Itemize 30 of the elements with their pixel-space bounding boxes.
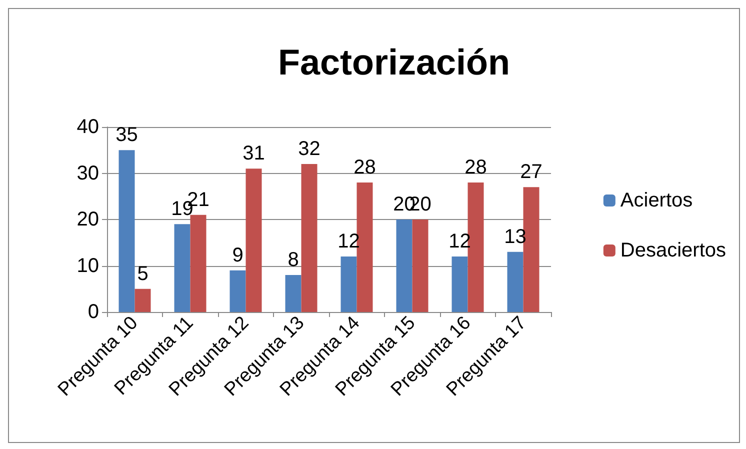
bar bbox=[118, 150, 135, 312]
y-tick-label: 0 bbox=[88, 301, 99, 323]
data-label: 5 bbox=[137, 262, 148, 285]
data-label: 28 bbox=[464, 156, 487, 178]
bar bbox=[412, 220, 428, 312]
bar bbox=[134, 288, 151, 312]
y-tick-label: 10 bbox=[76, 254, 99, 277]
data-label: 8 bbox=[288, 249, 299, 271]
y-tick-label: 30 bbox=[76, 162, 99, 184]
y-tick-label: 20 bbox=[76, 208, 99, 230]
bar bbox=[285, 275, 302, 312]
data-label: 35 bbox=[116, 124, 138, 146]
bar bbox=[230, 270, 246, 312]
bar bbox=[340, 256, 357, 312]
bar bbox=[452, 256, 468, 312]
data-label: 28 bbox=[354, 156, 376, 178]
bar bbox=[396, 220, 412, 312]
data-label: 31 bbox=[242, 142, 265, 165]
bar bbox=[507, 252, 524, 312]
bar bbox=[301, 164, 318, 312]
legend-label: Desaciertos bbox=[620, 240, 726, 262]
data-label: 9 bbox=[232, 244, 244, 266]
y-tick-label: 40 bbox=[76, 116, 99, 138]
chart-title: Factorización bbox=[278, 42, 510, 82]
legend-label: Aciertos bbox=[620, 190, 693, 212]
data-label: 32 bbox=[298, 138, 320, 160]
bar bbox=[174, 224, 190, 312]
bar bbox=[190, 214, 206, 312]
data-label: 27 bbox=[520, 161, 542, 184]
bar bbox=[246, 168, 262, 312]
